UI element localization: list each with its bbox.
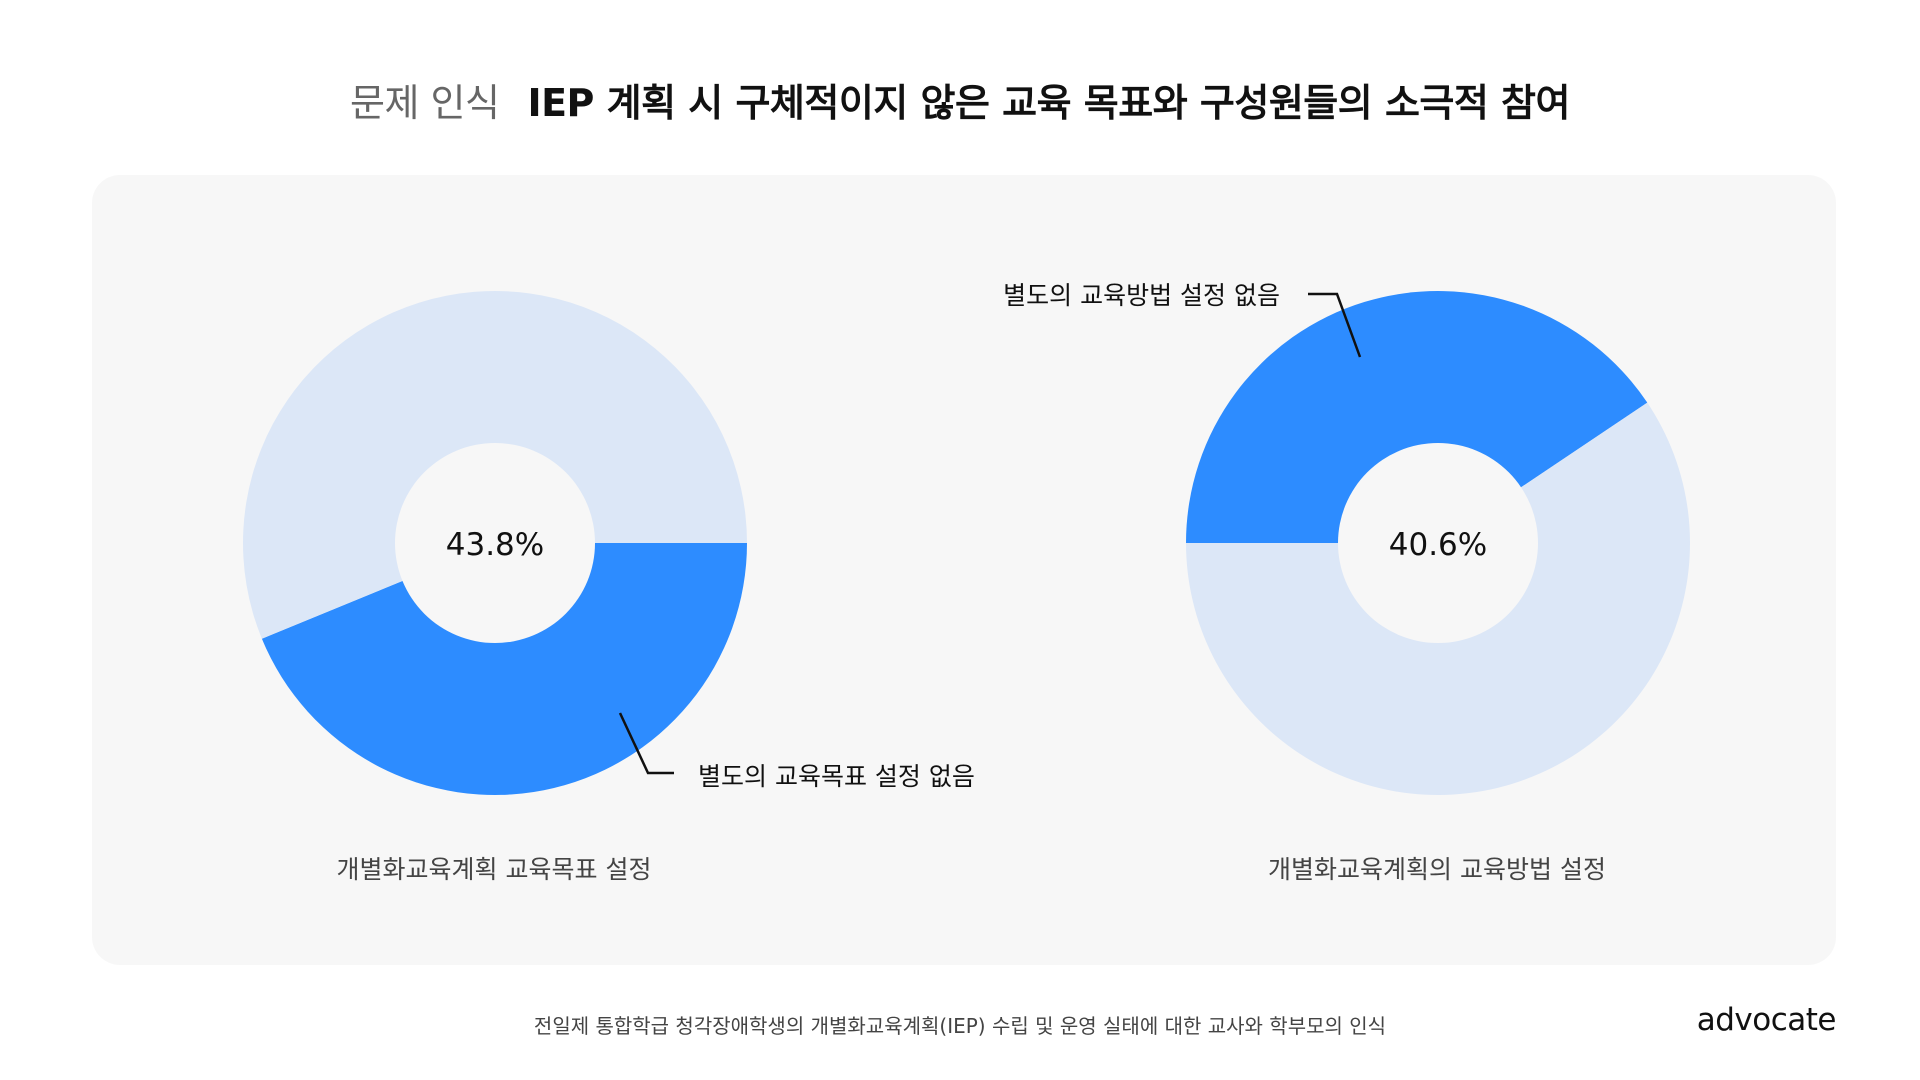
section-tag: 문제 인식 bbox=[350, 81, 500, 125]
chart-caption-left: 개별화교육계획 교육목표 설정 bbox=[336, 855, 652, 884]
leader-line-right bbox=[1308, 292, 1362, 358]
brand-logo: advocate bbox=[1696, 1002, 1837, 1038]
donut-chart-right: 40.6% 별도의 교육방법 설정 없음 bbox=[1003, 281, 1690, 796]
donut-hole-right bbox=[1338, 443, 1538, 643]
slice-label-right: 별도의 교육방법 설정 없음 bbox=[1003, 281, 1280, 310]
chart-caption-right: 개별화교육계획의 교육방법 설정 bbox=[1268, 855, 1606, 884]
donut-hole-left bbox=[395, 443, 595, 643]
donut-chart-left: 43.8% 별도의 교육목표 설정 없음 bbox=[243, 290, 975, 795]
center-value-right: 40.6% bbox=[1389, 527, 1487, 563]
page-title: IEP 계획 시 구체적이지 않은 교육 목표와 구성원들의 소극적 참여 bbox=[527, 81, 1570, 125]
center-value-left: 43.8% bbox=[446, 527, 544, 563]
leader-line-left bbox=[618, 712, 674, 775]
slice-left-highlight bbox=[261, 543, 747, 795]
page-header: 문제 인식 IEP 계획 시 구체적이지 않은 교육 목표와 구성원들의 소극적 … bbox=[0, 72, 1920, 127]
slice-label-left: 별도의 교육목표 설정 없음 bbox=[698, 762, 975, 791]
slice-right-highlight bbox=[1186, 291, 1648, 543]
footer-source: 전일제 통합학급 청각장애학생의 개별화교육계획(IEP) 수립 및 운영 실태… bbox=[533, 1014, 1387, 1038]
